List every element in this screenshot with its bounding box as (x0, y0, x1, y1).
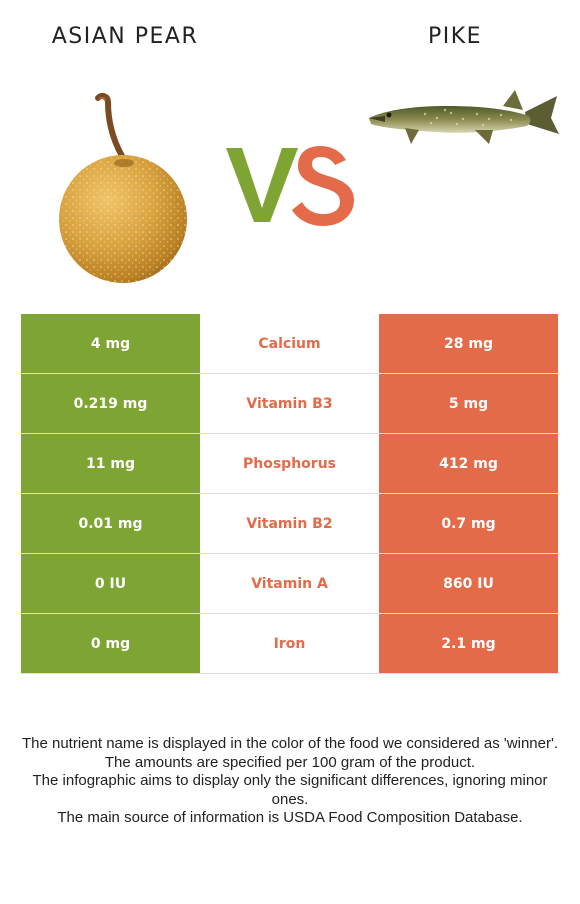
asian-pear-image (59, 92, 187, 283)
left-value-cell: 11 mg (21, 434, 200, 494)
right-value-cell: 28 mg (379, 314, 558, 374)
left-value-cell: 0.01 mg (21, 494, 200, 554)
nutrient-name-cell: Iron (200, 614, 379, 673)
left-value-cell: 4 mg (21, 314, 200, 374)
left-food-title: ASIAN PEAR (51, 24, 199, 49)
table-row: 0.219 mg Vitamin B3 5 mg (21, 374, 558, 434)
nutrient-name-cell: Vitamin B2 (200, 494, 379, 553)
table-row: 0 IU Vitamin A 860 IU (21, 554, 558, 614)
nutrient-name-cell: Vitamin B3 (200, 374, 379, 433)
left-value-cell: 0.219 mg (21, 374, 200, 434)
vs-v-letter (226, 148, 298, 222)
pike-image (369, 90, 559, 144)
table-row: 11 mg Phosphorus 412 mg (21, 434, 558, 494)
footnote-line: The main source of information is USDA F… (57, 809, 523, 826)
left-value-cell: 0 IU (21, 554, 200, 614)
comparison-table: 4 mg Calcium 28 mg 0.219 mg Vitamin B3 5… (21, 314, 558, 674)
nutrient-name-cell: Vitamin A (200, 554, 379, 613)
nutrient-name-cell: Phosphorus (200, 434, 379, 493)
table-row: 4 mg Calcium 28 mg (21, 314, 558, 374)
footnote: The nutrient name is displayed in the co… (16, 735, 564, 828)
nutrient-name-cell: Calcium (200, 314, 379, 373)
right-value-cell: 860 IU (379, 554, 558, 614)
table-row: 0.01 mg Vitamin B2 0.7 mg (21, 494, 558, 554)
vs-s-letter (292, 146, 354, 226)
right-value-cell: 412 mg (379, 434, 558, 494)
vs-logo (226, 146, 354, 226)
table-row: 0 mg Iron 2.1 mg (21, 614, 558, 674)
footnote-line: The infographic aims to display only the… (32, 772, 548, 808)
footnote-line: The nutrient name is displayed in the co… (21, 735, 559, 752)
right-value-cell: 0.7 mg (379, 494, 558, 554)
footnote-line: The amounts are specified per 100 gram o… (104, 753, 476, 771)
left-value-cell: 0 mg (21, 614, 200, 674)
right-food-title: PIKE (427, 24, 483, 49)
right-value-cell: 2.1 mg (379, 614, 558, 674)
right-value-cell: 5 mg (379, 374, 558, 434)
